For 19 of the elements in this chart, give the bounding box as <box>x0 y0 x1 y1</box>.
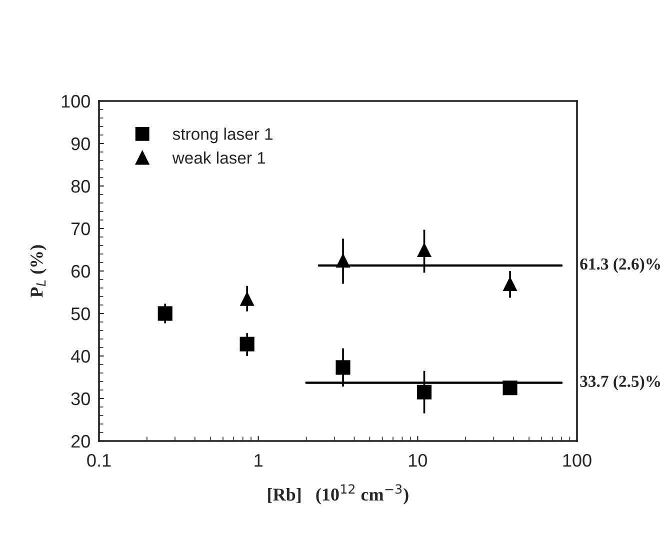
x-tick-label: 0.1 <box>87 454 111 467</box>
y-tick-label: 100 <box>62 94 90 108</box>
y-axis-title: P$_{L}$ (%) <box>30 245 46 298</box>
legend-label: strong laser 1 <box>172 128 272 144</box>
y-tick-label: 20 <box>71 434 90 448</box>
y-tick-label: 40 <box>71 350 90 363</box>
y-tick-label: 60 <box>72 264 90 278</box>
annotation: 33.7 (2.5)% <box>580 375 660 390</box>
x-tick-label: 1 <box>254 454 262 467</box>
annotation: 61.3 (2.6)% <box>580 258 660 274</box>
y-tick-label: 50 <box>71 307 90 320</box>
y-tick-label: 30 <box>71 392 90 406</box>
x-tick-label: 100 <box>563 454 592 467</box>
y-tick-label: 80 <box>71 180 90 193</box>
x-axis-title: [Rb] (10$^{12}$ cm$^{−3}$) <box>268 484 408 504</box>
y-tick-label: 90 <box>71 137 90 150</box>
y-tick-label: 70 <box>72 222 90 236</box>
x-tick-label: 10 <box>409 454 428 467</box>
legend-label: weak laser 1 <box>172 152 266 164</box>
